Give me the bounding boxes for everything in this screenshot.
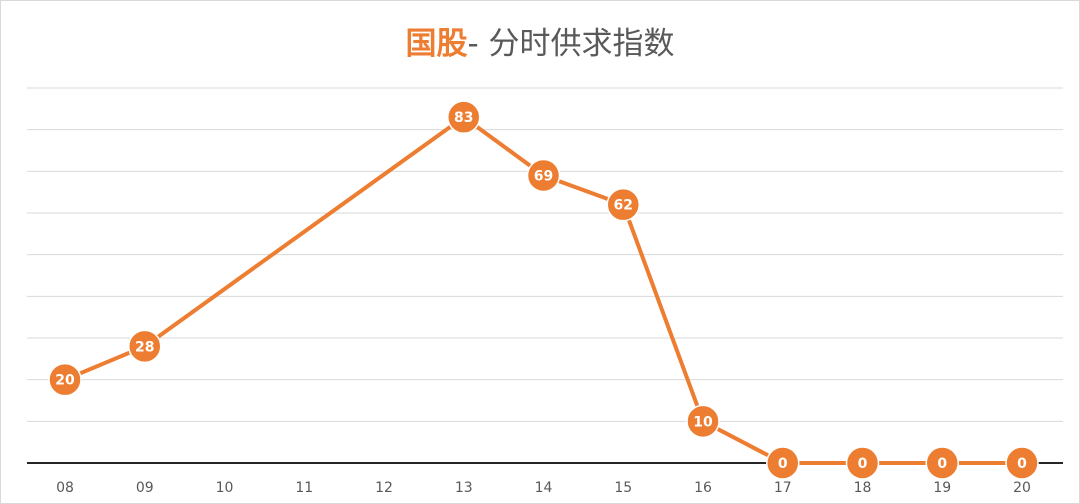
chart-title-separator: - [467,26,479,62]
data-label: 20 [55,373,75,389]
data-point [48,362,82,397]
data-point [925,446,959,480]
data-label: 0 [1017,456,1027,472]
data-label: 0 [778,456,788,472]
gridlines [27,87,1063,422]
data-point [606,187,640,222]
data-label: 28 [135,339,154,355]
series-line [63,115,1024,465]
chart-title-accent: 国股 [405,26,468,62]
x-tick-label: 16 [694,480,712,496]
x-tick-label: 14 [535,480,553,496]
data-label: 69 [534,169,553,185]
data-point [526,158,561,193]
data-point [1005,446,1039,480]
x-tick-label: 17 [774,480,792,496]
data-point [845,446,880,480]
data-label: 62 [614,198,633,214]
x-tick-label: 18 [854,480,872,496]
x-tick-label: 12 [375,480,393,496]
chart-title: 国股- 分时供求指数 [1,21,1079,67]
x-tick-label: 09 [136,480,154,496]
chart-title-main: 分时供求指数 [478,26,675,62]
x-tick-label: 11 [295,480,313,496]
data-label: 10 [693,414,713,430]
data-point [686,404,720,439]
x-tick-label: 19 [933,480,951,496]
data-label: 0 [858,456,868,472]
x-tick-labels: 08 09 10 11 12 13 14 15 16 17 18 19 20 [56,480,1031,496]
x-tick-label: 08 [56,480,74,496]
data-label: 83 [454,110,473,126]
data-point [128,329,162,364]
markers: 20 28 83 69 62 10 0 0 0 0 [48,100,1039,480]
series [63,115,1024,465]
x-tick-label: 13 [455,480,473,496]
x-tick-label: 10 [216,480,234,496]
data-point [447,100,481,134]
data-point [766,446,800,480]
x-tick-label: 15 [614,480,632,496]
data-label: 0 [937,456,947,472]
x-tick-label: 20 [1013,480,1031,496]
